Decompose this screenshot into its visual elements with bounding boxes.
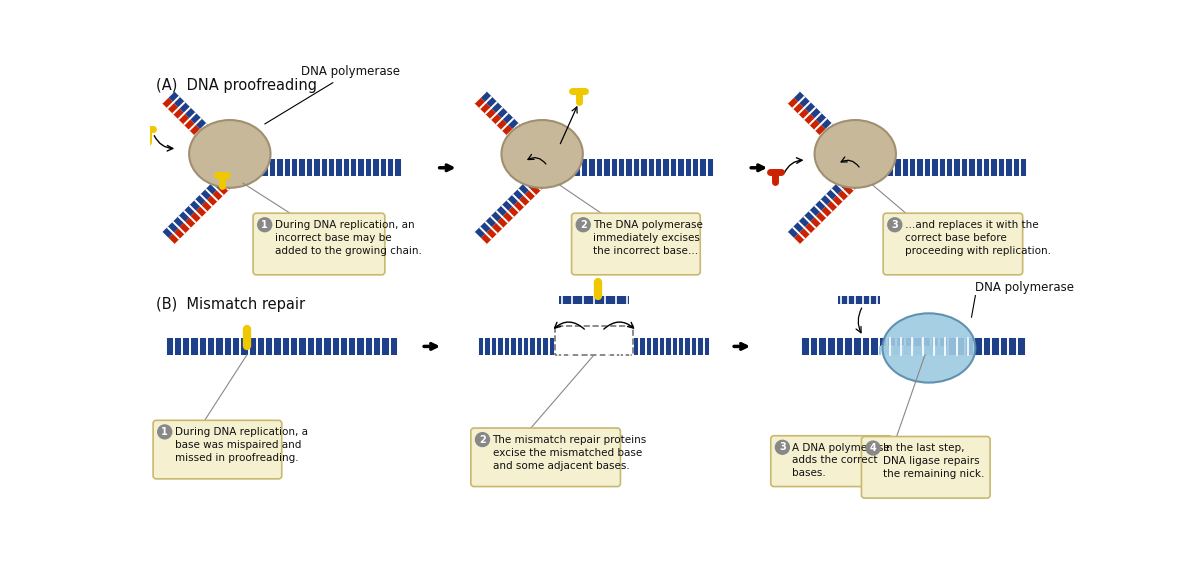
Polygon shape <box>474 162 552 239</box>
Ellipse shape <box>190 120 270 188</box>
Polygon shape <box>864 159 1027 168</box>
Polygon shape <box>559 296 629 304</box>
FancyBboxPatch shape <box>770 436 892 487</box>
Polygon shape <box>552 168 714 176</box>
Circle shape <box>866 441 880 455</box>
Text: 4: 4 <box>870 443 876 453</box>
Polygon shape <box>878 346 948 355</box>
Polygon shape <box>474 97 552 174</box>
Polygon shape <box>787 162 864 239</box>
FancyBboxPatch shape <box>556 327 632 355</box>
Text: DNA polymerase: DNA polymerase <box>265 65 400 124</box>
Polygon shape <box>168 168 245 245</box>
Polygon shape <box>632 338 710 346</box>
Polygon shape <box>480 168 558 245</box>
FancyBboxPatch shape <box>470 428 620 487</box>
Polygon shape <box>802 338 1026 346</box>
Polygon shape <box>480 91 558 168</box>
Circle shape <box>157 425 172 439</box>
Polygon shape <box>632 346 710 355</box>
Circle shape <box>576 218 590 232</box>
Polygon shape <box>239 168 402 176</box>
Text: A DNA polymerase
adds the correct
bases.: A DNA polymerase adds the correct bases. <box>792 443 890 478</box>
Circle shape <box>775 440 790 454</box>
Text: 3: 3 <box>779 442 786 452</box>
Text: (A)  DNA proofreading: (A) DNA proofreading <box>156 78 317 94</box>
FancyBboxPatch shape <box>862 437 990 498</box>
Text: 2: 2 <box>580 220 587 230</box>
Circle shape <box>258 218 271 232</box>
Circle shape <box>475 433 490 447</box>
Text: 1: 1 <box>161 427 168 437</box>
FancyBboxPatch shape <box>571 213 701 275</box>
Text: The mismatch repair proteins
excise the mismatched base
and some adjacent bases.: The mismatch repair proteins excise the … <box>492 435 647 470</box>
Text: The DNA polymerase
immediately excises
the incorrect base…: The DNA polymerase immediately excises t… <box>593 220 703 255</box>
Ellipse shape <box>815 120 896 188</box>
Text: 2: 2 <box>479 435 486 444</box>
Polygon shape <box>838 296 881 304</box>
Polygon shape <box>552 159 714 168</box>
Text: DNA polymerase: DNA polymerase <box>976 281 1074 294</box>
Polygon shape <box>239 159 402 168</box>
Polygon shape <box>166 346 398 355</box>
Polygon shape <box>793 91 870 168</box>
Polygon shape <box>478 346 556 355</box>
FancyBboxPatch shape <box>883 213 1022 275</box>
Polygon shape <box>168 91 245 168</box>
Polygon shape <box>864 168 1027 176</box>
Text: (B)  Mismatch repair: (B) Mismatch repair <box>156 297 305 312</box>
Polygon shape <box>162 162 239 239</box>
Polygon shape <box>162 97 239 174</box>
FancyBboxPatch shape <box>154 420 282 479</box>
Polygon shape <box>793 168 870 245</box>
Polygon shape <box>787 97 864 174</box>
Text: In the last step,
DNA ligase repairs
the remaining nick.: In the last step, DNA ligase repairs the… <box>883 443 984 479</box>
Ellipse shape <box>502 120 583 188</box>
Text: 1: 1 <box>262 220 268 230</box>
Circle shape <box>888 218 901 232</box>
FancyBboxPatch shape <box>253 213 385 275</box>
Text: During DNA replication, a
base was mispaired and
missed in proofreading.: During DNA replication, a base was mispa… <box>175 428 307 463</box>
Ellipse shape <box>882 314 976 382</box>
Polygon shape <box>556 346 632 355</box>
Text: …and replaces it with the
correct base before
proceeding with replication.: …and replaces it with the correct base b… <box>905 220 1051 255</box>
Polygon shape <box>802 346 1026 355</box>
Text: During DNA replication, an
incorrect base may be
added to the growing chain.: During DNA replication, an incorrect bas… <box>275 220 421 255</box>
Text: 3: 3 <box>892 220 898 230</box>
Polygon shape <box>478 338 556 346</box>
Polygon shape <box>166 338 398 346</box>
